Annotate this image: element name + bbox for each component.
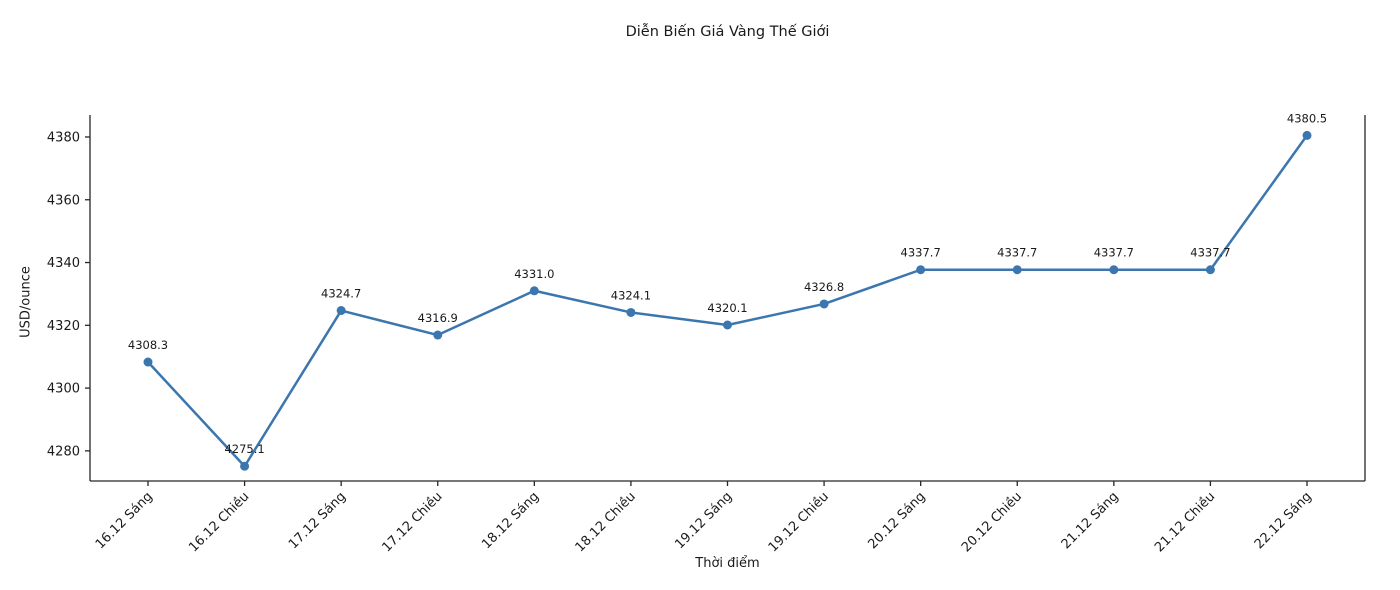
x-tick-label: 20.12 Chiều bbox=[959, 489, 1025, 555]
y-tick-label: 4360 bbox=[47, 193, 80, 208]
data-point-label: 4337.7 bbox=[997, 246, 1037, 260]
x-tick-label: 17.12 Chiều bbox=[379, 489, 445, 555]
x-tick-label: 19.12 Chiều bbox=[766, 489, 832, 555]
data-point bbox=[1205, 265, 1215, 275]
y-tick-label: 4340 bbox=[47, 256, 80, 271]
data-point bbox=[819, 299, 829, 309]
data-point-label: 4308.3 bbox=[128, 338, 168, 352]
data-point-label: 4337.7 bbox=[1094, 246, 1134, 260]
data-point-label: 4320.1 bbox=[707, 301, 747, 315]
data-point bbox=[723, 320, 732, 330]
y-tick-label: 4300 bbox=[47, 382, 80, 397]
data-point bbox=[1012, 265, 1022, 275]
x-tick-label: 21.12 Sáng bbox=[1059, 489, 1122, 552]
chart-title: Diễn Biến Giá Vàng Thế Giới bbox=[625, 24, 830, 40]
data-point bbox=[916, 265, 926, 275]
data-point-label: 4316.9 bbox=[418, 311, 458, 325]
x-tick-label: 17.12 Sáng bbox=[286, 489, 349, 552]
data-point bbox=[1109, 265, 1119, 275]
x-tick-label: 18.12 Sáng bbox=[479, 489, 542, 552]
data-point bbox=[529, 286, 539, 296]
x-tick-label: 18.12 Chiều bbox=[573, 489, 639, 555]
x-tick-label: 20.12 Sáng bbox=[866, 489, 929, 552]
data-point bbox=[433, 330, 443, 340]
data-point-label: 4337.7 bbox=[901, 246, 941, 260]
data-point bbox=[143, 357, 153, 367]
data-point bbox=[240, 461, 250, 471]
data-point bbox=[336, 306, 346, 316]
x-tick-label: 21.12 Chiều bbox=[1152, 489, 1218, 555]
y-tick-label: 4280 bbox=[47, 444, 80, 459]
data-point-label: 4331.0 bbox=[514, 267, 554, 281]
data-point bbox=[626, 307, 636, 317]
data-point-label: 4275.1 bbox=[224, 442, 264, 456]
x-tick-label: 22.12 Sáng bbox=[1252, 489, 1315, 552]
x-tick-label: 19.12 Sáng bbox=[672, 489, 735, 552]
y-tick-label: 4320 bbox=[47, 319, 80, 334]
y-tick-label: 4380 bbox=[47, 130, 80, 145]
data-point-label: 4324.7 bbox=[321, 287, 361, 301]
data-point-label: 4326.8 bbox=[804, 280, 844, 294]
data-point-label: 4337.7 bbox=[1190, 246, 1230, 260]
data-point-label: 4380.5 bbox=[1287, 111, 1327, 125]
x-axis-label: Thời điểm bbox=[695, 556, 760, 571]
x-tick-label: 16.12 Sáng bbox=[93, 489, 156, 552]
data-point bbox=[1302, 130, 1312, 140]
x-tick-label: 16.12 Chiều bbox=[186, 489, 252, 555]
data-point-label: 4324.1 bbox=[611, 288, 651, 302]
